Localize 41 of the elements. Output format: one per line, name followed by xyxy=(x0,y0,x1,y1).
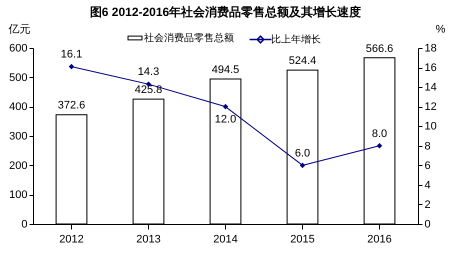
y-tick-label: 300 xyxy=(9,130,28,142)
data-label: 372.6 xyxy=(58,100,86,112)
y2-tick-label: 4 xyxy=(424,179,431,192)
y2-tick-label: 10 xyxy=(424,120,437,133)
x-tick-label: 2015 xyxy=(290,234,315,246)
x-tick-label: 2013 xyxy=(136,234,161,246)
data-label: 524.4 xyxy=(288,55,316,68)
data-label: 6.0 xyxy=(294,147,310,160)
y2-tick-label: 14 xyxy=(424,82,437,94)
y-tick-label: 400 xyxy=(9,101,28,114)
x-tick-label: 2012 xyxy=(59,234,84,246)
x-tick-label: 2016 xyxy=(367,234,392,246)
data-label: 12.0 xyxy=(214,114,236,126)
point xyxy=(68,64,74,70)
y2-tick-label: 16 xyxy=(424,62,437,74)
y-tick-label: 500 xyxy=(9,72,28,84)
y2-tick-label: 6 xyxy=(424,160,431,172)
point xyxy=(300,162,306,168)
legend-label: 比上年增长 xyxy=(271,34,321,46)
data-label: 566.6 xyxy=(366,42,394,55)
y2-tick-label: 0 xyxy=(424,218,431,230)
chart-title: 图6 2012-2016年社会消费品零售总额及其增长速度 xyxy=(90,5,362,19)
point xyxy=(376,143,382,149)
y-tick-label: 0 xyxy=(21,218,28,230)
x-tick-label: 2014 xyxy=(213,234,238,246)
data-label: 494.5 xyxy=(212,64,240,76)
y2-axis-title: % xyxy=(436,24,446,36)
y-tick-label: 100 xyxy=(9,189,28,202)
legend-label: 社会消费品零售总额 xyxy=(144,32,234,44)
y2-tick-label: 2 xyxy=(424,198,431,211)
y2-tick-label: 8 xyxy=(424,140,431,152)
y2-tick-label: 12 xyxy=(424,101,437,114)
data-label: 14.3 xyxy=(138,66,160,78)
y-tick-label: 200 xyxy=(9,160,28,172)
y2-tick-label: 18 xyxy=(424,42,437,54)
y-tick-label: 600 xyxy=(9,42,28,54)
y-axis-title: 亿元 xyxy=(8,24,30,36)
data-label: 8.0 xyxy=(372,128,388,140)
data-label: 425.8 xyxy=(134,84,162,96)
point xyxy=(222,104,228,110)
data-label: 16.1 xyxy=(60,48,82,61)
